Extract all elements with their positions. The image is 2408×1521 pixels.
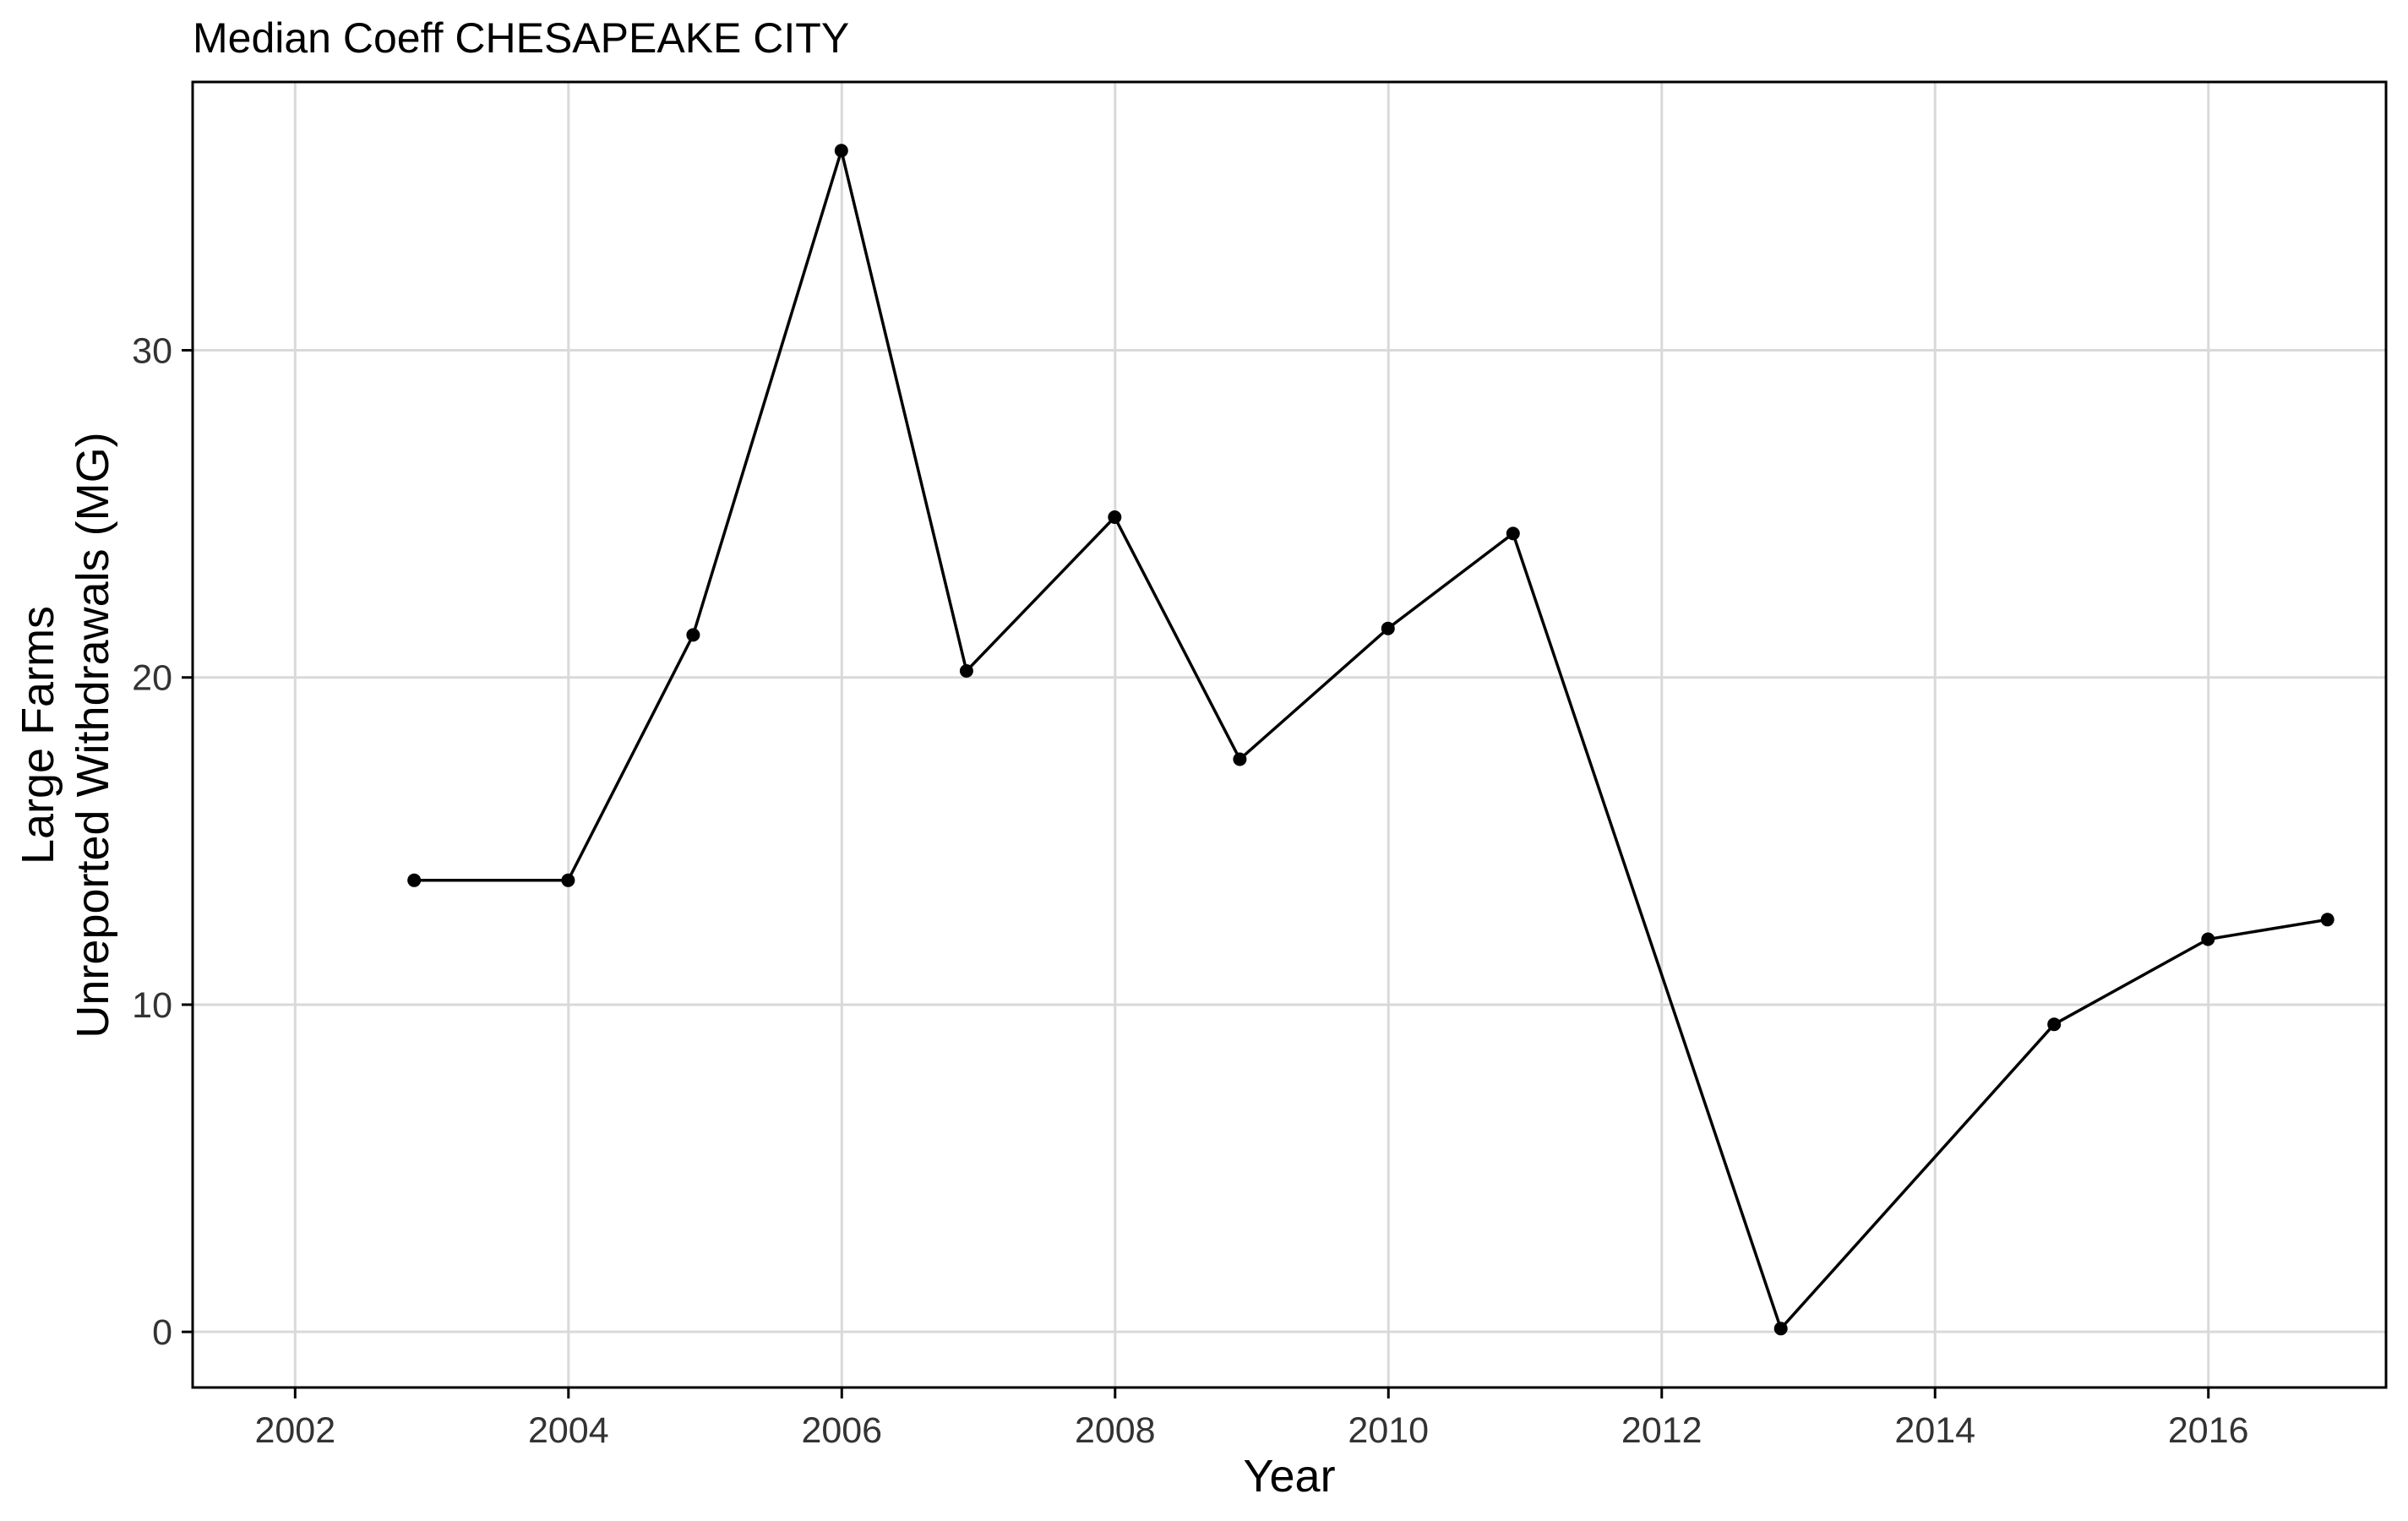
data-point-2008-11-30 bbox=[1233, 752, 1247, 766]
x-tick-label-2004: 2004 bbox=[528, 1410, 609, 1451]
data-point-2006-11-30 bbox=[959, 664, 973, 678]
series-layer bbox=[407, 144, 2334, 1336]
data-point-2015-12-31 bbox=[2201, 932, 2215, 946]
axis-ticks: 2002 2004 2006 2008 2010 2012 2014 2016 0 10 20 30 bbox=[132, 331, 2248, 1451]
data-point-2012-11-15 bbox=[1773, 1322, 1788, 1336]
y-axis-title-line-1: Large Farms bbox=[13, 606, 63, 864]
data-point-2010-11-30 bbox=[1506, 526, 1520, 541]
x-axis-title: Year bbox=[1243, 1451, 1335, 1502]
x-tick-label-2014: 2014 bbox=[1894, 1410, 1975, 1451]
chart-title: Median Coeff CHESAPEAKE CITY bbox=[193, 14, 849, 62]
data-point-2002-11-15 bbox=[407, 873, 422, 887]
y-axis-title-line-2: Unreported Withdrawals (MG) bbox=[68, 432, 118, 1038]
y-tick-label-30: 30 bbox=[132, 331, 172, 372]
x-tick-label-2010: 2010 bbox=[1348, 1410, 1429, 1451]
data-point-2003-12-31 bbox=[561, 873, 575, 887]
data-point-2009-12-31 bbox=[1381, 621, 1395, 635]
x-tick-label-2006: 2006 bbox=[801, 1410, 882, 1451]
data-point-2016-11-15 bbox=[2320, 913, 2334, 927]
series-line-0 bbox=[414, 144, 2328, 1332]
data-point-2014-11-15 bbox=[2047, 1017, 2062, 1032]
data-point-2007-12-31 bbox=[1108, 510, 1122, 524]
x-tick-label-2008: 2008 bbox=[1075, 1410, 1156, 1451]
data-point-2005-12-31 bbox=[834, 144, 848, 158]
x-tick-label-2002: 2002 bbox=[254, 1410, 335, 1451]
gridlines bbox=[193, 82, 2386, 1387]
y-tick-label-0: 0 bbox=[152, 1312, 172, 1353]
y-tick-label-20: 20 bbox=[132, 658, 172, 699]
plot-panel-border bbox=[191, 80, 2388, 1389]
x-tick-label-2016: 2016 bbox=[2168, 1410, 2249, 1451]
y-tick-label-10: 10 bbox=[132, 985, 172, 1026]
x-tick-label-2012: 2012 bbox=[1621, 1410, 1702, 1451]
data-point-2004-11-30 bbox=[686, 628, 700, 642]
